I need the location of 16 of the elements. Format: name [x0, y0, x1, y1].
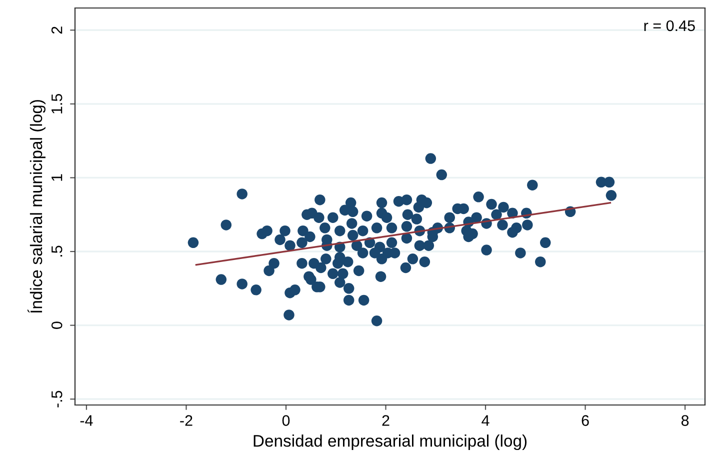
- y-tick-label: 1: [52, 174, 62, 181]
- x-tick-label: 8: [681, 415, 689, 426]
- x-tick-label: 2: [382, 415, 390, 426]
- x-tick-label: -4: [80, 415, 93, 426]
- y-tick-label: 1.5: [52, 94, 62, 114]
- y-tick-label: 2: [51, 26, 62, 34]
- y-tick-label: 0: [51, 322, 62, 329]
- y-axis-title: Índice salarial municipal (log): [28, 100, 46, 313]
- x-tick-label: 0: [282, 415, 290, 426]
- annotation: r = 0.45: [644, 20, 695, 32]
- x-tick-label: -2: [180, 415, 192, 426]
- y-tick-label: -.5: [52, 390, 62, 408]
- x-axis-title: Densidad empresarial municipal (log): [254, 434, 527, 450]
- y-tick-label: .5: [52, 246, 62, 256]
- x-tick-label: 6: [582, 415, 589, 426]
- x-tick-label: 4: [482, 415, 490, 426]
